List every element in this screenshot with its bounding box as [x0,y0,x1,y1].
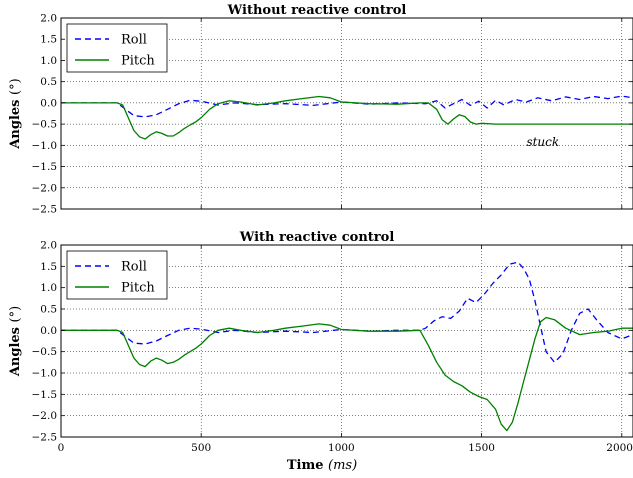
y-tick-label: 1.0 [40,55,57,67]
chart-panel-2: 0 500 1000 1500 2000 −2.5 −2.0 −1.5 −1.0 −0.5 0.0 0… [8,230,633,473]
series-line-pitch [61,316,633,432]
legend: Roll Pitch [66,23,168,73]
chart-panel-1: −2.5 −2.0 −1.5 −1.0 −0.5 0.0 0.5 1.0 1.5 2.0 Witho… [8,3,633,216]
annotation-text: stuck [526,135,559,149]
legend-label-pitch: Pitch [121,54,155,69]
y-tick-label: 0.5 [40,304,57,316]
y-axis-unit: (°) [8,306,23,323]
y-tick-label: −0.5 [32,346,58,358]
y-tick-label: 2.0 [40,240,57,252]
y-tick-label: −1.0 [32,140,58,152]
y-axis-unit: (°) [8,78,23,95]
legend-box [66,250,168,300]
legend-label-roll: Roll [121,260,147,275]
y-tick-label: −1.5 [32,161,58,173]
legend-box [66,23,168,73]
y-tick-label: 0.0 [40,97,57,109]
x-tick-label: 2000 [606,442,633,454]
x-axis-unit: (ms) [328,458,357,473]
legend-label-roll: Roll [121,33,147,48]
x-tick-label: 500 [191,442,211,454]
plot-frame [60,17,633,210]
y-tick-label: 1.5 [40,34,57,46]
legend: Roll Pitch [66,250,168,300]
y-tick-label: −2.0 [32,182,58,194]
y-tick-label: −2.0 [32,410,58,422]
chart-title: With reactive control [239,230,395,245]
y-tick-label: −0.5 [32,119,58,131]
x-axis-label: Time (ms) [287,458,357,473]
y-tick-label: −2.5 [32,432,58,444]
y-tick-label: 1.5 [40,261,57,273]
chart-title: Without reactive control [227,3,407,18]
y-tick-label: 2.0 [40,13,57,25]
series-line-roll [61,261,633,363]
legend-label-pitch: Pitch [121,281,155,296]
series-line-pitch [61,95,633,140]
x-tick-label: 0 [58,442,65,454]
y-tick-label: −1.0 [32,368,58,380]
plot-frame [60,244,633,438]
y-axis-label: Angles (°) [8,306,23,377]
y-tick-label: −2.5 [32,204,58,216]
series-line-roll [61,95,633,118]
y-tick-label: 0.0 [40,325,57,337]
y-tick-label: −1.5 [32,389,58,401]
x-tick-label: 1500 [468,442,495,454]
y-axis-label: Angles (°) [8,78,23,149]
y-tick-label: 1.0 [40,282,57,294]
x-tick-label: 1000 [328,442,355,454]
y-tick-label: 0.5 [40,76,57,88]
